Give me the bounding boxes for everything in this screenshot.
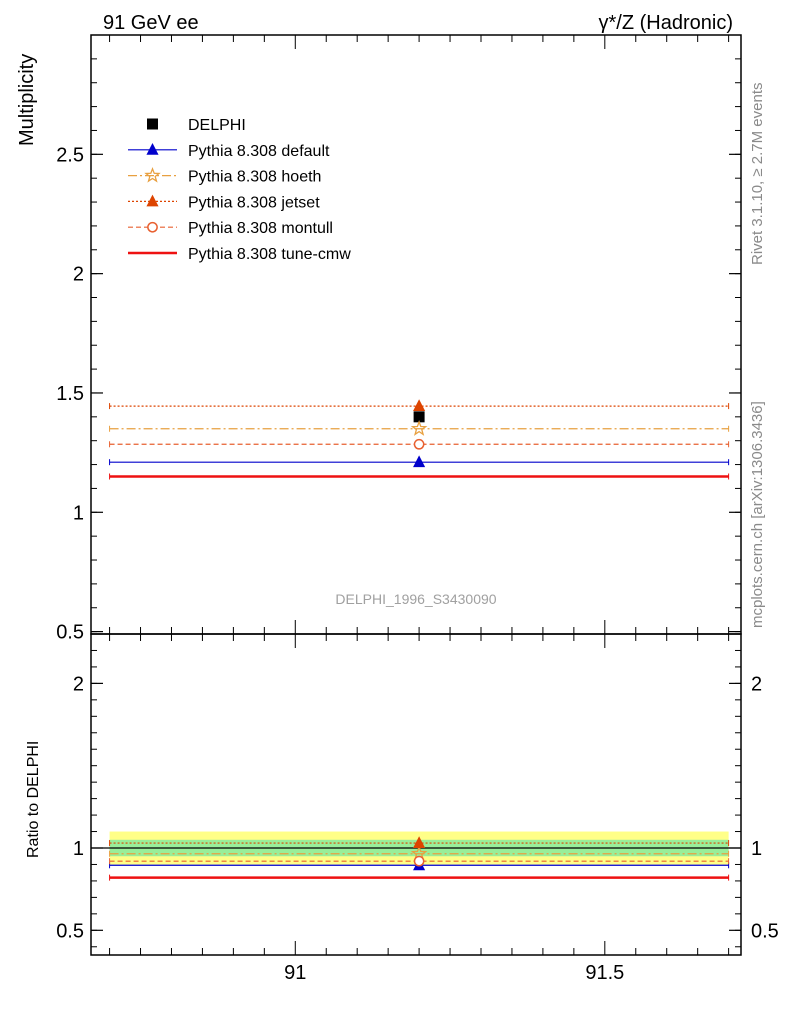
y-tick-label: 1 <box>73 838 84 860</box>
legend-label: DELPHI <box>188 117 246 134</box>
series-marker <box>413 855 425 867</box>
series-marker <box>413 836 426 849</box>
series-marker <box>413 399 426 412</box>
mcplots-label: mcplots.cern.ch [arXiv:1306.3436] <box>749 401 766 628</box>
legend-marker <box>147 221 158 233</box>
legend-marker <box>144 166 161 183</box>
legend-marker <box>146 142 159 155</box>
main-panel: 0.5 1 1.5 2 2.5 <box>56 34 742 644</box>
analysis-id-label: DELPHI_1996_S3430090 <box>335 591 496 607</box>
ratio-panel: 0.5 0.5 1 1 2 2 91 91.5 <box>56 633 779 984</box>
legend: DELPHI Pythia 8.308 default Pythia 8.308 h… <box>128 117 351 263</box>
main-series-layer <box>109 399 730 480</box>
series-marker <box>413 411 425 423</box>
y-tick-label: 2 <box>73 673 84 695</box>
legend-label: Pythia 8.308 tune-cmw <box>188 246 351 263</box>
legend-marker <box>147 118 158 130</box>
main-ylabel: Multiplicity <box>16 54 38 146</box>
legend-label: Pythia 8.308 montull <box>188 220 333 237</box>
series-marker <box>413 455 426 468</box>
legend-label: Pythia 8.308 default <box>188 143 330 160</box>
series-marker <box>410 420 428 436</box>
y-tick-label: 2.5 <box>56 144 84 166</box>
y-tick-label: 2 <box>73 264 84 286</box>
series-marker <box>413 438 425 450</box>
y-tick-label-right: 2 <box>751 673 762 695</box>
y-tick-label-right: 0.5 <box>751 920 779 942</box>
legend-marker <box>146 194 159 207</box>
chart-title-right: γ*/Z (Hadronic) <box>599 12 733 34</box>
legend-label: Pythia 8.308 hoeth <box>188 169 321 186</box>
x-tick-label: 91.5 <box>585 962 624 984</box>
y-tick-label: 0.5 <box>56 622 84 644</box>
y-tick-label: 0.5 <box>56 920 84 942</box>
y-tick-label: 1.5 <box>56 383 84 405</box>
rivet-version-label: Rivet 3.1.10, ≥ 2.7M events <box>749 83 766 266</box>
chart-title-left: 91 GeV ee <box>103 12 199 34</box>
y-tick-label-right: 1 <box>751 838 762 860</box>
legend-label: Pythia 8.308 jetset <box>188 194 320 211</box>
panel-frame <box>90 633 742 956</box>
ratio-series-layer <box>109 836 730 881</box>
x-tick-label: 91 <box>284 962 306 984</box>
y-tick-label: 1 <box>73 502 84 524</box>
ratio-ylabel: Ratio to DELPHI <box>25 741 42 858</box>
